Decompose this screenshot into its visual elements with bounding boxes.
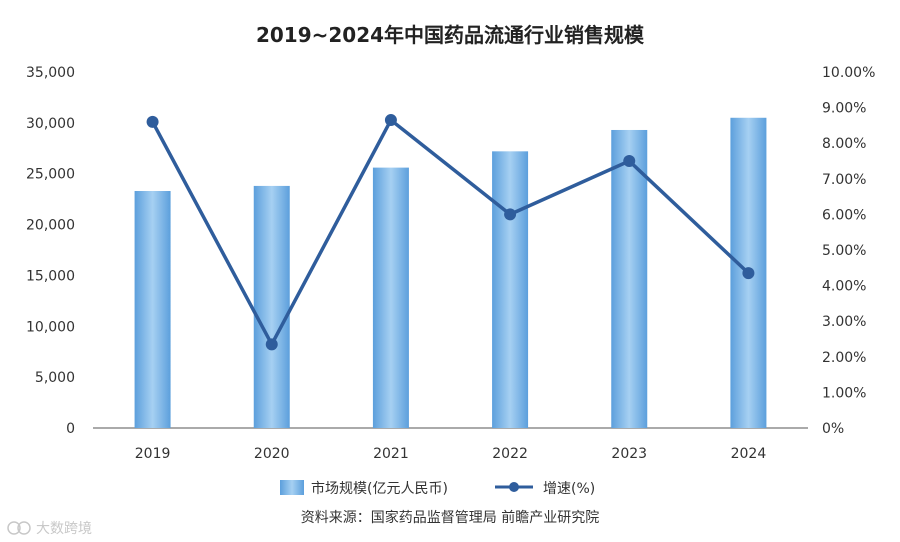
left-axis: 0 5,000 10,000 15,000 20,000 25,000 30,000 35,0… [26, 65, 75, 437]
x-axis-tick-label: 2023 [611, 446, 647, 462]
legend-bar-swatch [280, 480, 304, 495]
right-axis-tick-label: 9.00% [822, 101, 866, 117]
legend-line-marker [509, 482, 519, 492]
right-axis-tick-label: 8.00% [822, 136, 866, 152]
watermark-logo-icon-2 [17, 521, 31, 535]
legend-bar-label: 市场规模(亿元人民币) [311, 480, 448, 497]
growth-point [146, 115, 159, 128]
right-axis-tick-label: 2.00% [822, 350, 866, 366]
left-axis-tick-label: 0 [66, 421, 75, 437]
left-axis-tick-label: 35,000 [26, 65, 75, 81]
legend: 市场规模(亿元人民币) 增速(%) [280, 480, 595, 497]
bar-series [134, 117, 767, 429]
right-axis-tick-label: 0% [822, 421, 844, 437]
x-axis-tick-label: 2020 [254, 446, 290, 462]
growth-point [384, 114, 397, 127]
growth-point [742, 267, 755, 280]
line-series [146, 114, 755, 351]
source-note: 资料来源：国家药品监督管理局 前瞻产业研究院 [301, 509, 599, 526]
watermark-logo-icon [7, 521, 21, 535]
legend-line-label: 增速(%) [543, 481, 595, 497]
chart-title: 2019~2024年中国药品流通行业销售规模 [256, 23, 645, 47]
right-axis-tick-label: 1.00% [822, 385, 866, 401]
watermark-text: 大数跨境 [36, 521, 92, 537]
bar [134, 191, 171, 428]
right-axis: 0% 1.00% 2.00% 3.00% 4.00% 5.00% 6.00% 7.00% 8.0… [822, 65, 875, 437]
left-axis-tick-label: 5,000 [35, 370, 75, 386]
left-axis-tick-label: 25,000 [26, 167, 75, 183]
x-axis-tick-label: 2021 [373, 446, 409, 462]
bar [611, 129, 648, 428]
bar [253, 185, 290, 428]
right-axis-tick-label: 5.00% [822, 243, 866, 259]
right-axis-tick-label: 3.00% [822, 314, 866, 330]
watermark: 大数跨境 [7, 521, 92, 537]
x-axis-tick-label: 2024 [731, 446, 767, 462]
left-axis-tick-label: 10,000 [26, 319, 75, 335]
x-axis-tick-label: 2019 [135, 446, 171, 462]
right-axis-tick-label: 7.00% [822, 172, 866, 188]
x-axis-tick-label: 2022 [492, 446, 528, 462]
right-axis-tick-label: 6.00% [822, 207, 866, 223]
bar [492, 151, 529, 428]
x-axis: 2019 2020 2021 2022 2023 2024 [135, 446, 767, 462]
bar [372, 167, 409, 428]
right-axis-tick-label: 4.00% [822, 279, 866, 295]
left-axis-tick-label: 30,000 [26, 116, 75, 132]
left-axis-tick-label: 15,000 [26, 268, 75, 284]
right-axis-tick-label: 10.00% [822, 65, 875, 81]
growth-point [265, 338, 278, 351]
left-axis-tick-label: 20,000 [26, 218, 75, 234]
growth-line [151, 118, 750, 347]
growth-point [623, 155, 636, 167]
growth-point [504, 208, 517, 221]
